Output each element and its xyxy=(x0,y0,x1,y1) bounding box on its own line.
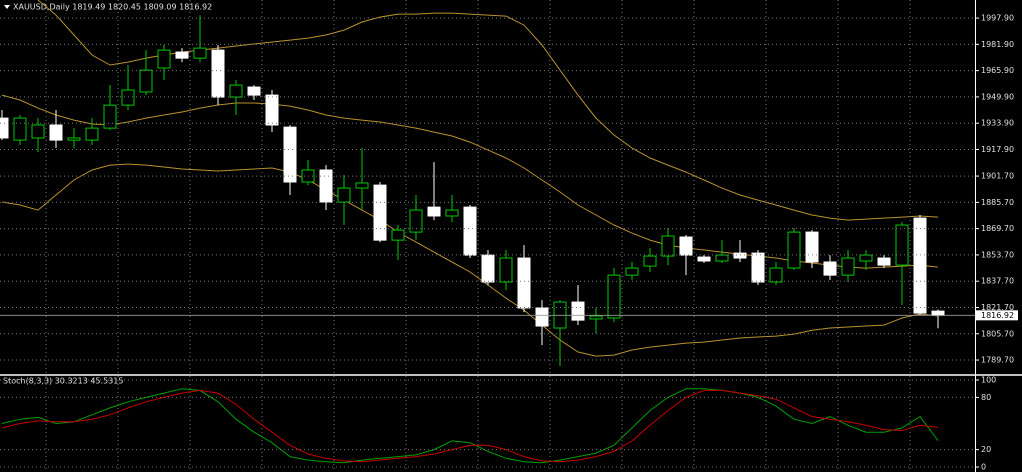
indicator-line xyxy=(1,389,939,463)
menu-arrow xyxy=(4,5,10,9)
candle-body xyxy=(355,182,369,189)
candle-body xyxy=(715,254,729,262)
candle-body xyxy=(319,169,333,203)
candle-body xyxy=(787,231,801,269)
indicator-title: Stoch(8,3,3) 30.3213 45.5315 xyxy=(3,377,123,386)
last-price-label: 1816.92 xyxy=(981,311,1014,320)
y-tick-label: 1997.90 xyxy=(981,14,1014,23)
y-tick-label: 0 xyxy=(981,463,986,472)
indicator-line xyxy=(1,163,939,357)
candle-body xyxy=(805,231,819,263)
candle-body xyxy=(31,124,45,139)
candle-body xyxy=(823,261,837,276)
y-tick-label: 100 xyxy=(981,376,996,385)
candle-body xyxy=(139,69,153,93)
y-tick-label: 1981.90 xyxy=(981,40,1014,49)
candle-body xyxy=(463,206,477,256)
candle-body xyxy=(427,206,441,217)
candle-body xyxy=(283,126,297,183)
candle-body xyxy=(85,127,99,141)
candle-body xyxy=(409,209,423,233)
y-tick-label: 1789.70 xyxy=(981,356,1014,365)
candle-body xyxy=(841,257,855,276)
candle-body xyxy=(193,47,207,59)
candle-body xyxy=(229,84,243,98)
y-tick-label: 1965.90 xyxy=(981,66,1014,75)
candle-body xyxy=(175,51,189,59)
candle-body xyxy=(247,86,261,96)
candle-body xyxy=(571,301,585,321)
indicator-line xyxy=(1,388,939,464)
candle-body xyxy=(157,49,171,69)
candle-body xyxy=(0,117,9,139)
candle-body xyxy=(535,307,549,327)
candle-body xyxy=(265,94,279,126)
y-tick-label: 1885.70 xyxy=(981,198,1014,207)
candle-body xyxy=(391,229,405,241)
candle-body xyxy=(67,137,81,141)
candle-body xyxy=(733,252,747,259)
candle-body xyxy=(103,104,117,129)
y-tick-label: 1805.70 xyxy=(981,329,1014,338)
y-tick-label: 1837.70 xyxy=(981,277,1014,286)
candle-body xyxy=(121,89,135,106)
candle-body xyxy=(625,267,639,276)
candle-body xyxy=(877,257,891,266)
y-tick-label: 1933.90 xyxy=(981,119,1014,128)
y-tick-label: 1917.90 xyxy=(981,145,1014,154)
candle-body xyxy=(373,184,387,241)
candle-body xyxy=(589,315,603,320)
candle-body xyxy=(931,310,945,316)
candle-body xyxy=(445,209,459,217)
y-tick-label: 80 xyxy=(981,393,991,402)
y-tick-label: 20 xyxy=(981,445,991,454)
y-tick-label: 1869.70 xyxy=(981,224,1014,233)
panel xyxy=(0,0,945,367)
y-tick-label: 1821.70 xyxy=(981,303,1014,312)
candle-body xyxy=(895,224,909,266)
candle-body xyxy=(913,217,927,314)
last-price-box xyxy=(976,310,1018,321)
candle-body xyxy=(643,255,657,267)
candle-body xyxy=(679,236,693,256)
candle-body xyxy=(661,235,675,257)
candle-body xyxy=(769,267,783,283)
y-tick-label: 1901.70 xyxy=(981,172,1014,181)
candle-body xyxy=(337,187,351,203)
indicator-line xyxy=(37,0,939,221)
candle-body xyxy=(211,49,225,98)
chart-title: XAUUSD,Daily 1819.49 1820.45 1809.09 181… xyxy=(13,3,212,12)
candle-body xyxy=(607,274,621,319)
y-tick-label: 1853.70 xyxy=(981,250,1014,259)
candle-body xyxy=(697,256,711,262)
candle-body xyxy=(499,257,513,283)
candle-body xyxy=(49,124,63,141)
candle-body xyxy=(859,254,873,262)
candle-body xyxy=(481,254,495,283)
candle-body xyxy=(751,252,765,283)
candle-body xyxy=(517,257,531,309)
y-tick-label: 1949.90 xyxy=(981,92,1014,101)
panel xyxy=(1,388,939,464)
indicator-line xyxy=(1,94,939,269)
candle-body xyxy=(13,117,27,141)
